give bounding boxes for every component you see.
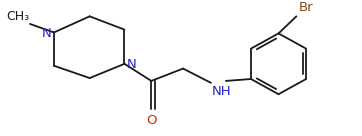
Text: O: O (146, 114, 156, 127)
Text: CH₃: CH₃ (6, 10, 29, 23)
Text: N: N (42, 27, 52, 40)
Text: NH: NH (212, 85, 232, 98)
Text: N: N (126, 58, 136, 71)
Text: Br: Br (298, 1, 313, 14)
